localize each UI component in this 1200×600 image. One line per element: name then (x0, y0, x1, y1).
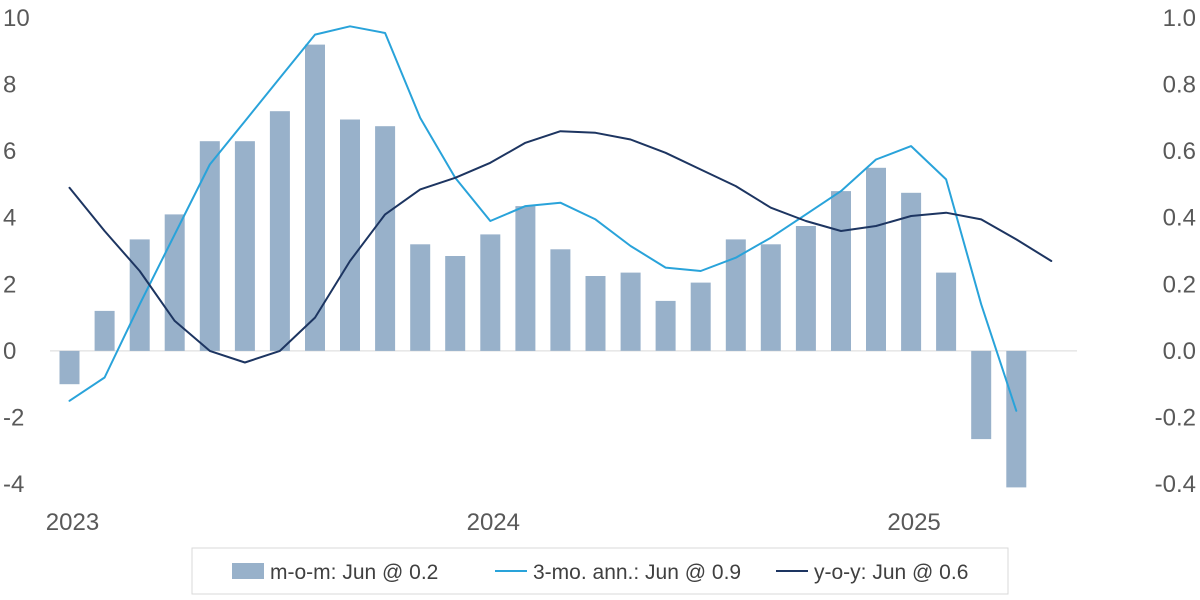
right-tick-label: 0.4 (1163, 205, 1196, 232)
x-tick-label-2023: 2023 (46, 509, 99, 536)
right-axis: 1.0 0.8 0.6 0.4 0.2 0.0 -0.2 -0.4 (1155, 5, 1196, 498)
line-series-layer (68, 25, 1053, 412)
bar-2024-03 (550, 249, 571, 351)
bar-2024-05 (620, 272, 641, 351)
left-tick-label: -4 (3, 471, 24, 498)
bar-2024-11 (831, 191, 851, 351)
bar-2024-02 (515, 206, 536, 351)
x-axis: 2023 2024 2025 (46, 509, 941, 536)
bar-2023-07 (269, 111, 290, 351)
bar-2023-03 (129, 239, 150, 351)
left-tick-label: 8 (3, 72, 16, 99)
right-tick-label: 1.0 (1163, 5, 1196, 32)
legend-label-mom: m-o-m: Jun @ 0.2 (270, 561, 438, 584)
bar-2024-06 (655, 300, 676, 351)
left-tick-label: 2 (3, 271, 16, 298)
bar-2023-09 (340, 119, 360, 351)
x-tick-label-2024: 2024 (467, 509, 520, 536)
right-tick-label: 0.2 (1163, 271, 1196, 298)
legend-swatch-mom (232, 563, 264, 579)
legend: m-o-m: Jun @ 0.2 3-mo. ann.: Jun @ 0.9 y… (191, 547, 1009, 595)
left-tick-label: 0 (3, 338, 16, 365)
bar-2024-08 (725, 239, 746, 351)
x-tick-label-2025: 2025 (887, 509, 940, 536)
bar-2024-12 (866, 167, 886, 351)
left-axis: 10 8 6 4 2 0 -2 -4 (3, 5, 30, 498)
legend-label-3mo: 3-mo. ann.: Jun @ 0.9 (533, 561, 741, 584)
bar-2024-09 (760, 244, 781, 351)
bar-2025-02 (936, 272, 957, 351)
bar-2023-04 (164, 214, 185, 351)
bar-2025-03 (971, 350, 992, 440)
bar-2023-12 (445, 256, 466, 351)
legend-label-yoy: y-o-y: Jun @ 0.6 (814, 561, 968, 584)
bar-2023-01 (59, 350, 80, 385)
bar-2023-06 (234, 141, 255, 351)
bar-2025-01 (901, 192, 922, 351)
right-tick-label: -0.4 (1155, 471, 1196, 498)
bar-2023-11 (410, 244, 431, 351)
legend-box (191, 547, 1009, 595)
bar-2024-01 (480, 234, 501, 351)
bar-2023-08 (305, 44, 325, 351)
bar-2024-10 (795, 226, 816, 351)
left-tick-label: 6 (3, 138, 16, 165)
bar-2024-07 (690, 282, 711, 351)
bar-2023-02 (94, 310, 115, 351)
line-3mo-ann (68, 25, 1018, 412)
bar-2023-05 (199, 141, 220, 351)
left-tick-label: 10 (3, 5, 30, 32)
bar-series-mom (59, 44, 1027, 488)
bar-2023-10 (375, 126, 396, 351)
right-tick-label: 0.0 (1163, 338, 1196, 365)
left-tick-label: 4 (3, 205, 16, 232)
right-tick-label: -0.2 (1155, 404, 1196, 431)
line-yoy (68, 130, 1053, 364)
left-tick-label: -2 (3, 404, 24, 431)
right-tick-label: 0.6 (1163, 138, 1196, 165)
right-tick-label: 0.8 (1163, 72, 1196, 99)
bar-2025-04 (1006, 350, 1027, 488)
bar-2024-04 (585, 276, 606, 351)
